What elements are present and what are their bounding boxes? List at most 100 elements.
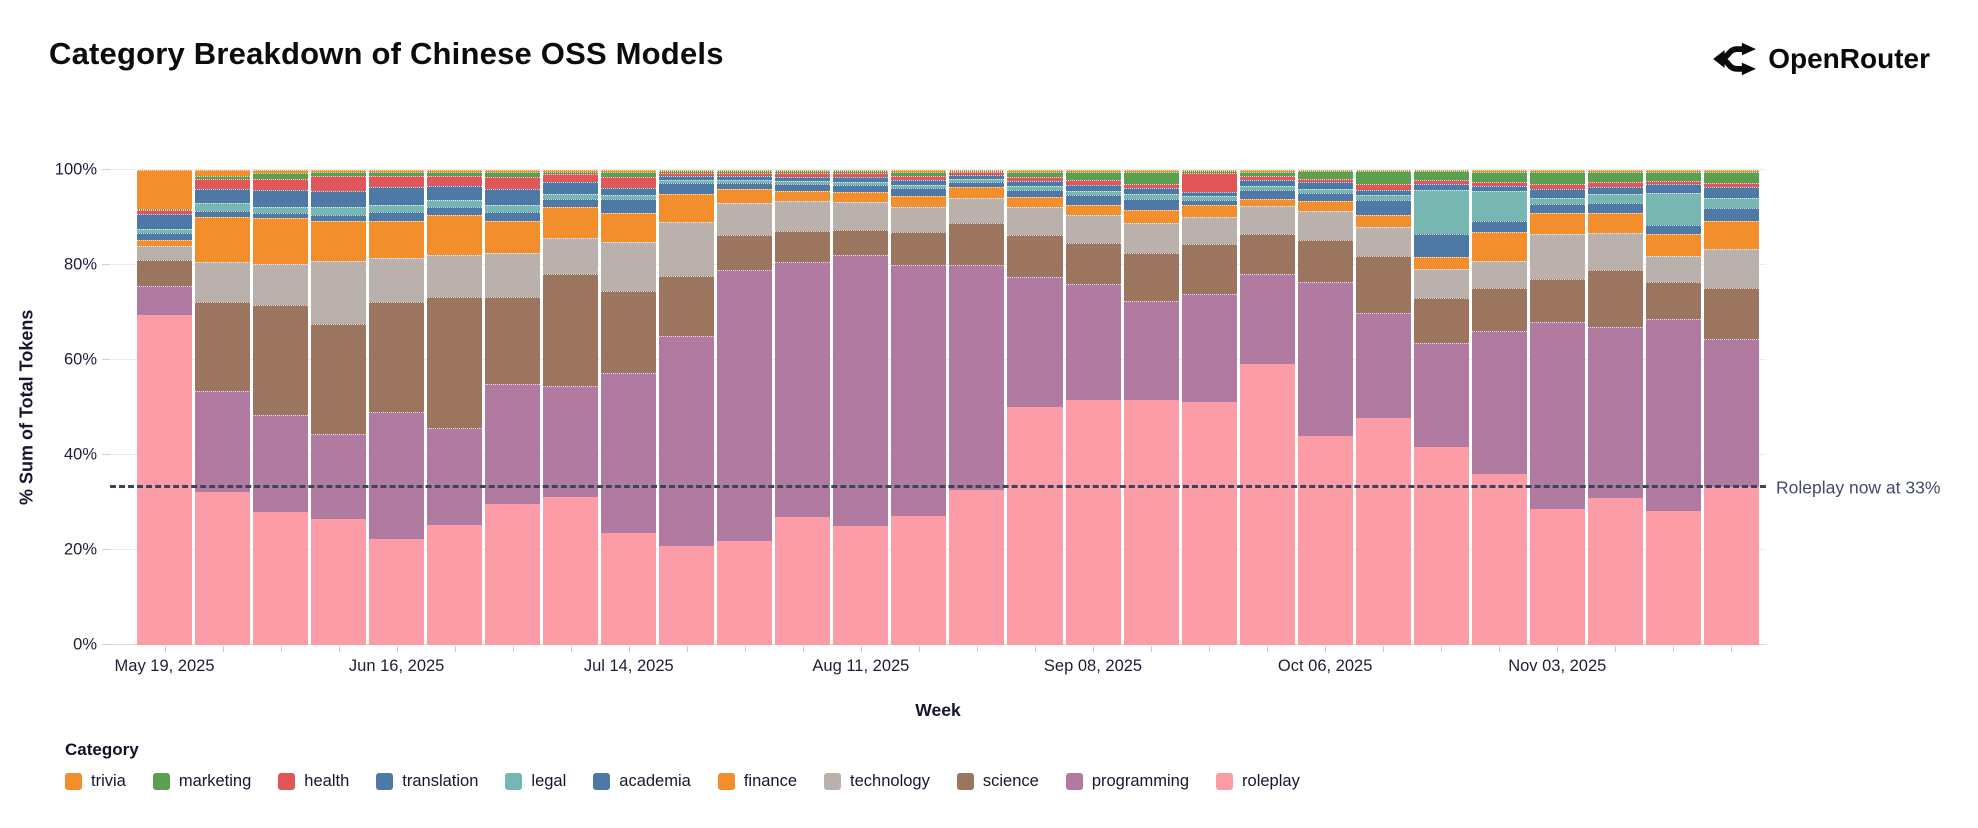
bar-week-8[interactable] [543,170,599,652]
bar-week-20[interactable] [1239,170,1295,652]
segment-finance[interactable] [1413,257,1469,269]
segment-translation[interactable] [891,180,947,185]
segment-finance[interactable] [1297,201,1353,212]
bar-week-14[interactable] [891,170,947,652]
segment-marketing[interactable] [775,171,831,174]
segment-programming[interactable] [1181,294,1237,402]
segment-translation[interactable] [1413,183,1469,191]
segment-health[interactable] [1587,182,1643,187]
segment-roleplay[interactable] [543,497,599,645]
segment-trivia[interactable] [1239,170,1295,172]
segment-technology[interactable] [775,201,831,231]
segment-science[interactable] [1355,255,1411,314]
segment-programming[interactable] [1645,319,1701,511]
segment-science[interactable] [485,296,541,384]
segment-science[interactable] [1065,243,1121,284]
segment-science[interactable] [1297,240,1353,282]
segment-science[interactable] [543,274,599,386]
legend-item-trivia[interactable]: trivia [65,772,126,791]
segment-science[interactable] [1123,253,1179,301]
segment-science[interactable] [253,305,309,415]
segment-translation[interactable] [601,188,657,196]
segment-marketing[interactable] [427,172,483,176]
segment-legal[interactable] [427,200,483,208]
segment-academia[interactable] [1297,192,1353,202]
segment-programming[interactable] [195,390,251,492]
segment-roleplay[interactable] [949,490,1005,645]
segment-finance[interactable] [1181,205,1237,218]
bar-week-15[interactable] [949,170,1005,652]
segment-science[interactable] [1181,244,1237,295]
segment-health[interactable] [833,173,889,177]
segment-finance[interactable] [1529,213,1585,235]
segment-marketing[interactable] [1355,171,1411,185]
segment-science[interactable] [427,296,483,428]
bar-week-18[interactable] [1123,170,1179,652]
segment-marketing[interactable] [891,172,947,176]
segment-academia[interactable] [1239,189,1295,200]
segment-technology[interactable] [195,261,251,302]
segment-roleplay[interactable] [311,518,367,645]
segment-programming[interactable] [1529,322,1585,510]
segment-finance[interactable] [1587,212,1643,234]
segment-translation[interactable] [1471,186,1527,191]
segment-trivia[interactable] [1181,170,1237,172]
segment-science[interactable] [949,222,1005,266]
segment-trivia[interactable] [1355,170,1411,172]
segment-trivia[interactable] [1645,170,1701,172]
segment-programming[interactable] [1007,276,1063,407]
segment-health[interactable] [369,175,425,187]
segment-health[interactable] [949,172,1005,176]
segment-programming[interactable] [1239,274,1295,364]
segment-finance[interactable] [1065,204,1121,216]
segment-finance[interactable] [601,213,657,242]
segment-translation[interactable] [1297,182,1353,189]
segment-marketing[interactable] [369,172,425,176]
legend-item-technology[interactable]: technology [824,772,930,791]
segment-programming[interactable] [659,336,715,546]
segment-science[interactable] [369,301,425,413]
segment-academia[interactable] [311,214,367,221]
segment-academia[interactable] [1065,194,1121,205]
segment-programming[interactable] [1471,330,1527,474]
segment-marketing[interactable] [1007,172,1063,178]
segment-science[interactable] [659,275,715,337]
segment-trivia[interactable] [1587,170,1643,172]
segment-marketing[interactable] [1181,171,1237,174]
segment-marketing[interactable] [1065,172,1121,180]
segment-legal[interactable] [1065,191,1121,195]
segment-translation[interactable] [1065,184,1121,192]
segment-trivia[interactable] [949,170,1005,171]
segment-technology[interactable] [1297,211,1353,241]
segment-legal[interactable] [1355,195,1411,200]
segment-academia[interactable] [485,212,541,222]
segment-health[interactable] [1645,180,1701,184]
bar-week-24[interactable] [1471,170,1527,652]
segment-programming[interactable] [949,265,1005,491]
bar-week-6[interactable] [427,170,483,652]
segment-trivia[interactable] [1065,170,1121,173]
segment-roleplay[interactable] [137,314,193,645]
segment-marketing[interactable] [1529,171,1585,184]
segment-translation[interactable] [543,182,599,195]
segment-technology[interactable] [1413,268,1469,298]
bar-week-23[interactable] [1413,170,1469,652]
segment-trivia[interactable] [1123,170,1179,173]
bar-week-22[interactable] [1355,170,1411,652]
segment-translation[interactable] [659,175,715,180]
segment-finance[interactable] [949,186,1005,198]
segment-technology[interactable] [427,255,483,297]
segment-translation[interactable] [717,176,773,180]
bar-week-13[interactable]: Aug 11, 2025 [812,170,909,675]
segment-translation[interactable] [1239,180,1295,186]
segment-marketing[interactable] [253,173,309,179]
segment-technology[interactable] [1645,256,1701,283]
segment-programming[interactable] [1123,300,1179,401]
segment-legal[interactable] [1703,198,1759,208]
segment-legal[interactable] [775,181,831,184]
segment-trivia[interactable] [1297,170,1353,172]
segment-marketing[interactable] [717,171,773,173]
segment-academia[interactable] [775,183,831,191]
segment-legal[interactable] [1007,185,1063,190]
segment-programming[interactable] [1413,342,1469,448]
